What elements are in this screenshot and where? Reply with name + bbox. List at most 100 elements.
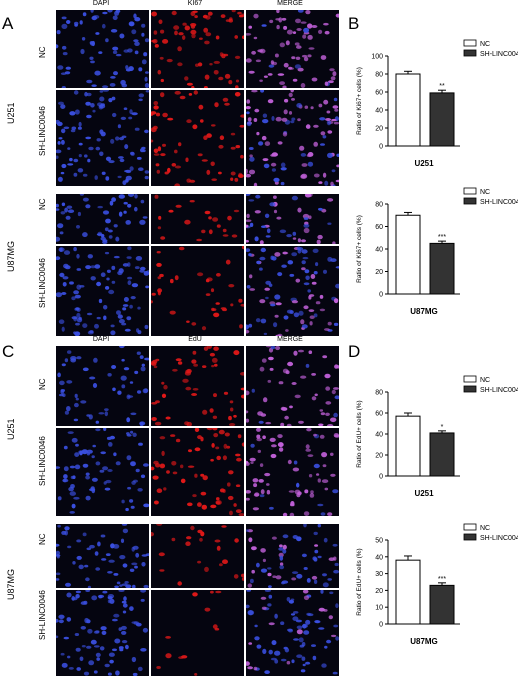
red-micrograph: [151, 590, 244, 676]
panel-letter-c: C: [2, 342, 15, 361]
col-header-edu: EdU: [188, 336, 202, 343]
x-axis-label: U251: [414, 489, 434, 498]
significance-label: ***: [438, 234, 446, 241]
y-tick-label: 40: [375, 432, 383, 439]
merge-micrograph: [246, 246, 339, 336]
significance-label: *: [441, 424, 444, 431]
legend-label: SH-LINC00461: [480, 535, 518, 542]
y-axis-label: Ratio of Ki67+ cells (%): [356, 215, 363, 283]
bar: [429, 584, 455, 625]
bar: [395, 415, 421, 477]
bar: [429, 242, 455, 295]
bar-chart-svg: 0 10 20 30 40 50 Ratio of EdU+ cells (%) U87MG *…: [356, 523, 520, 646]
bar-chart-ki67-u87mg: 0 20 40 60 80 Ratio of Ki67+ cells (%) U87MG **…: [348, 184, 520, 322]
legend-swatch: [463, 197, 477, 205]
dapi-micrograph: [56, 590, 149, 676]
row-label-nc: NC: [38, 198, 47, 210]
dapi-micrograph: [56, 428, 149, 516]
legend-swatch: [463, 49, 477, 57]
group-label-u87mg: U87MG: [6, 240, 16, 272]
group-label-u87mg: U87MG: [6, 568, 16, 600]
y-tick-label: 40: [375, 108, 383, 115]
y-tick-label: 20: [375, 588, 383, 595]
legend-label: NC: [480, 377, 490, 384]
x-axis-label: U251: [414, 159, 434, 168]
significance-label: ***: [438, 576, 446, 583]
row-label-sh: SH-LINC0046: [38, 590, 47, 640]
significance-label: **: [439, 83, 445, 90]
dapi-micrograph: [56, 524, 149, 588]
legend-label: SH-LINC00461: [480, 387, 518, 394]
y-tick-label: 60: [375, 411, 383, 418]
bar-chart-edu-u251: 0 20 40 60 80 Ratio of EdU+ cells (%) U251 * NC S…: [348, 372, 520, 504]
legend-label: NC: [480, 525, 490, 532]
group-label-u251: U251: [6, 102, 16, 124]
bar-chart-edu-u87mg: 0 10 20 30 40 50 Ratio of EdU+ cells (%) U87MG *…: [348, 520, 520, 652]
y-tick-label: 20: [375, 126, 383, 133]
bar: [395, 73, 421, 147]
legend-swatch: [463, 533, 477, 541]
bar: [395, 214, 421, 295]
y-tick-label: 0: [379, 622, 383, 629]
y-tick-label: 20: [375, 269, 383, 276]
merge-micrograph: [246, 524, 339, 588]
col-header-ki67: KI67: [187, 0, 203, 7]
panel-letter-d: D: [348, 342, 361, 361]
merge-micrograph: [246, 428, 339, 516]
bar-chart-ki67-u251: 0 20 40 60 80 100 Ratio of Ki67+ cells (%) U251…: [348, 36, 520, 174]
y-tick-label: 0: [379, 474, 383, 481]
merge-micrograph: [246, 194, 339, 244]
y-tick-label: 0: [379, 292, 383, 299]
bar: [429, 92, 455, 147]
group-label-u251: U251: [6, 418, 16, 440]
dapi-micrograph: [56, 246, 149, 336]
row-label-sh: SH-LINC0046: [38, 106, 47, 156]
dapi-micrograph: [56, 90, 149, 186]
dapi-micrograph: [56, 346, 149, 426]
col-header-merge: MERGE: [277, 336, 303, 343]
y-axis-label: Ratio of Ki67+ cells (%): [356, 67, 363, 135]
y-tick-label: 20: [375, 453, 383, 460]
y-tick-label: 100: [371, 54, 383, 61]
row-label-sh: SH-LINC0046: [38, 258, 47, 308]
col-header-dapi: DAPI: [92, 336, 110, 343]
bar: [429, 432, 455, 477]
legend-label: NC: [480, 189, 490, 196]
red-micrograph: [151, 428, 244, 516]
col-header-merge: MERGE: [277, 0, 303, 7]
red-micrograph: [151, 346, 244, 426]
merge-micrograph: [246, 10, 339, 88]
red-micrograph: [151, 90, 244, 186]
panel-letter-a: A: [2, 14, 14, 33]
row-label-nc: NC: [38, 46, 47, 58]
merge-micrograph: [246, 346, 339, 426]
dapi-micrograph: [56, 194, 149, 244]
legend-label: SH-LINC00461: [480, 51, 518, 58]
x-axis-label: U87MG: [410, 637, 438, 646]
y-axis-label: Ratio of EdU+ cells (%): [356, 400, 363, 467]
y-tick-label: 80: [375, 202, 383, 209]
bar-chart-svg: 0 20 40 60 80 Ratio of EdU+ cells (%) U251 * NC S…: [356, 375, 520, 498]
y-axis-label: Ratio of EdU+ cells (%): [356, 548, 363, 615]
merge-micrograph: [246, 90, 339, 186]
bar: [395, 559, 421, 625]
y-tick-label: 80: [375, 72, 383, 79]
y-tick-label: 80: [375, 390, 383, 397]
y-tick-label: 40: [375, 247, 383, 254]
red-micrograph: [151, 246, 244, 336]
dapi-micrograph: [56, 10, 149, 88]
y-tick-label: 10: [375, 605, 383, 612]
y-tick-label: 60: [375, 90, 383, 97]
y-tick-label: 40: [375, 554, 383, 561]
row-label-nc: NC: [38, 378, 47, 390]
legend-swatch: [463, 375, 477, 383]
red-micrograph: [151, 524, 244, 588]
row-label-sh: SH-LINC0046: [38, 436, 47, 486]
x-axis-label: U87MG: [410, 307, 438, 316]
col-header-dapi: DAPI: [92, 0, 110, 7]
merge-micrograph: [246, 590, 339, 676]
row-label-nc: NC: [38, 533, 47, 545]
bar-chart-svg: 0 20 40 60 80 Ratio of Ki67+ cells (%) U87MG **…: [356, 187, 520, 316]
red-micrograph: [151, 10, 244, 88]
panel-letter-b: B: [348, 14, 360, 33]
